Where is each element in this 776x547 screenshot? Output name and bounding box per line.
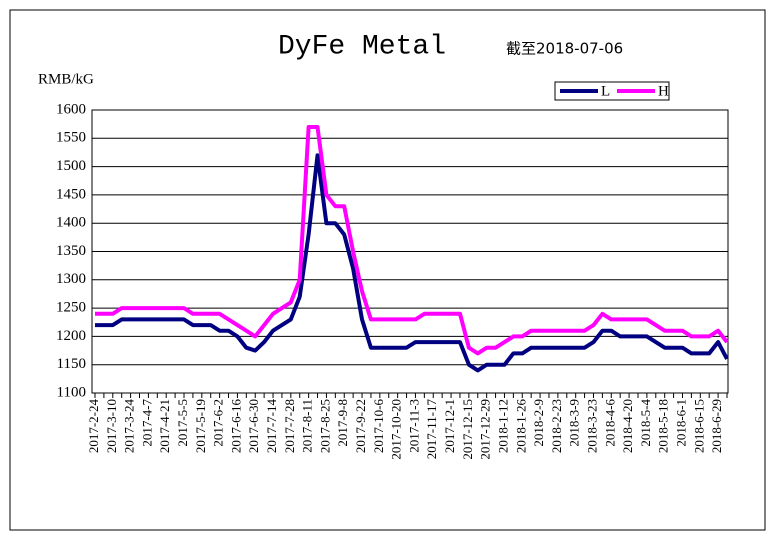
x-tick-label: 2017-5-19 (193, 399, 208, 453)
y-tick-label: 1600 (56, 101, 86, 117)
legend-label: H (658, 83, 669, 99)
series-line (95, 125, 729, 356)
x-tick-label: 2017-6-16 (228, 399, 243, 454)
x-tick-label: 2018-6-15 (691, 399, 706, 453)
x-tick-label: 2018-3-23 (584, 399, 599, 453)
y-tick-label: 1450 (56, 186, 86, 202)
y-tick-label: 1400 (56, 215, 86, 231)
x-tick-label: 2018-6-29 (709, 399, 724, 453)
chart-subtitle: 截至2018-07-06 (506, 40, 623, 58)
x-tick-label: 2017-10-20 (389, 399, 404, 460)
y-tick-label: 1550 (56, 130, 86, 146)
x-tick-label: 2018-2-23 (549, 399, 564, 453)
x-tick-label: 2017-9-22 (353, 399, 368, 453)
series-line (95, 153, 729, 373)
x-tick-label: 2017-11-17 (424, 399, 439, 460)
x-tick-label: 2018-1-26 (513, 399, 528, 454)
y-tick-label: 1300 (56, 271, 86, 287)
x-tick-label: 2017-6-30 (246, 399, 261, 453)
x-tick-label: 2017-2-24 (86, 399, 101, 454)
x-tick-label: 2017-7-14 (264, 399, 279, 454)
x-tick-label: 2017-12-1 (442, 399, 457, 453)
y-tick-label: 1500 (56, 158, 86, 174)
x-tick-label: 2018-4-6 (602, 399, 617, 447)
y-tick-label: 1100 (57, 384, 86, 400)
x-tick-label: 2017-6-2 (211, 399, 226, 447)
x-tick-label: 2017-4-21 (157, 399, 172, 453)
x-tick-label: 2018-5-18 (656, 399, 671, 453)
x-tick-label: 2017-4-7 (139, 399, 154, 447)
y-tick-label: 1350 (56, 243, 86, 259)
x-tick-label: 2017-12-29 (478, 399, 493, 460)
chart-title: DyFe Metal (278, 31, 446, 62)
y-axis-label: RMB/kG (38, 71, 94, 87)
x-tick-label: 2017-8-25 (317, 399, 332, 453)
x-tick-label: 2018-1-12 (495, 399, 510, 453)
y-tick-label: 1150 (57, 356, 86, 372)
plot-frame (91, 109, 729, 394)
y-tick-label: 1250 (56, 300, 86, 316)
legend-box (554, 81, 670, 101)
legend-label: L (601, 83, 610, 99)
x-tick-label: 2018-3-9 (567, 399, 582, 447)
x-tick-label: 2017-5-5 (175, 399, 190, 447)
x-tick-label: 2017-3-24 (122, 399, 137, 454)
x-tick-label: 2017-12-15 (460, 399, 475, 460)
x-tick-label: 2018-5-4 (638, 399, 653, 447)
x-tick-label: 2018-2-9 (531, 399, 546, 447)
x-tick-label: 2017-8-11 (300, 399, 315, 453)
x-tick-label: 2018-6-1 (673, 399, 688, 447)
x-tick-label: 2017-3-10 (104, 399, 119, 453)
x-tick-label: 2017-9-8 (335, 399, 350, 447)
x-tick-label: 2017-10-6 (371, 399, 386, 454)
x-tick-label: 2018-4-20 (620, 399, 635, 453)
x-tick-label: 2017-11-3 (406, 399, 421, 453)
y-tick-label: 1200 (56, 328, 86, 344)
x-tick-label: 2017-7-28 (282, 399, 297, 453)
